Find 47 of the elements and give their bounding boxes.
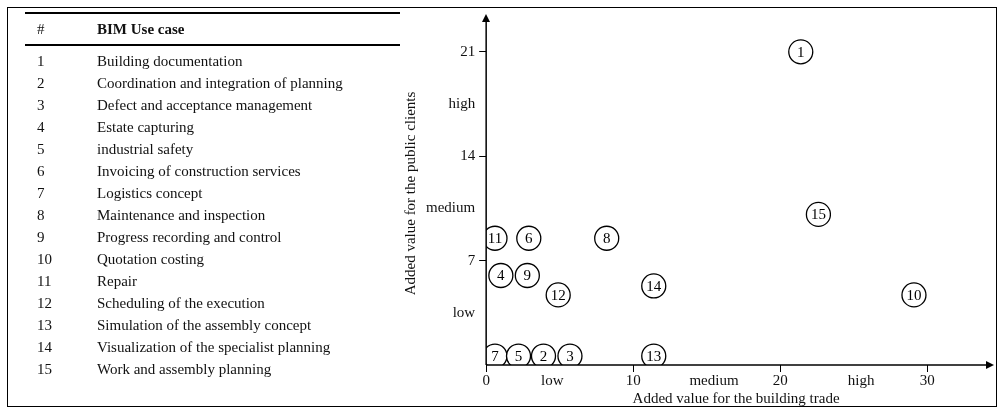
x-tick-label: high [847,371,875,388]
series-label: 12 [550,286,566,303]
text: 1 Building documentation [37,53,243,69]
text: 8 Maintenance and inspection [37,207,266,223]
text: 5 industrial safety [37,141,194,157]
x-tick-label: 20 [772,371,788,388]
y-tick-label: low [452,303,476,320]
text: 11 Repair [37,273,137,289]
text: 10 Quotation costing [37,251,205,267]
series-label: 9 [523,267,532,284]
series-label: 7 [491,347,500,364]
text: 15 Work and assembly planning [37,361,272,377]
text: 9 Progress recording and control [37,229,282,245]
text: 3 Defect and acceptance management [37,97,313,113]
text: 6 Invoicing of construction services [37,163,301,179]
series-label: 6 [525,230,534,247]
y-tick-label: high [448,94,476,111]
text: 4 Estate capturing [37,119,195,135]
series-label: 2 [539,347,548,364]
y-tick-label: 14 [460,147,476,164]
x-tick-label: 0 [482,371,490,388]
y-tick-label: medium [425,199,476,216]
series-label: 5 [514,347,523,364]
point [514,262,540,289]
series-label: 13 [646,347,662,364]
x-tick-label: medium [689,371,739,388]
series-label: 10 [906,286,922,303]
series-label: 8 [602,230,611,247]
x-tick-label: low [541,371,564,388]
series-label: 1 [797,43,805,60]
x-tick-label: 10 [625,371,641,388]
series-label: 15 [810,206,826,223]
series-label: 4 [497,267,506,284]
text: 14 Visualization of the specialist planning [37,339,331,355]
text: 13 Simulation of the assembly concept [37,317,312,333]
series-label: 3 [566,347,574,364]
x-tick-label: 30 [919,371,935,388]
y-axis-title: Added value for the public clients [401,91,418,296]
text: 12 Scheduling of the execution [37,295,265,311]
text: 7 Logistics concept [37,185,203,201]
text: # BIM Use case [37,21,185,37]
series-label: 11 [487,230,503,247]
series-label: 14 [646,277,662,294]
y-tick-label: 7 [467,251,476,268]
y-tick-label: 21 [460,42,476,59]
text: 2 Coordination and integration of planning [37,75,343,91]
x-axis-title: Added value for the building trade [632,389,840,406]
